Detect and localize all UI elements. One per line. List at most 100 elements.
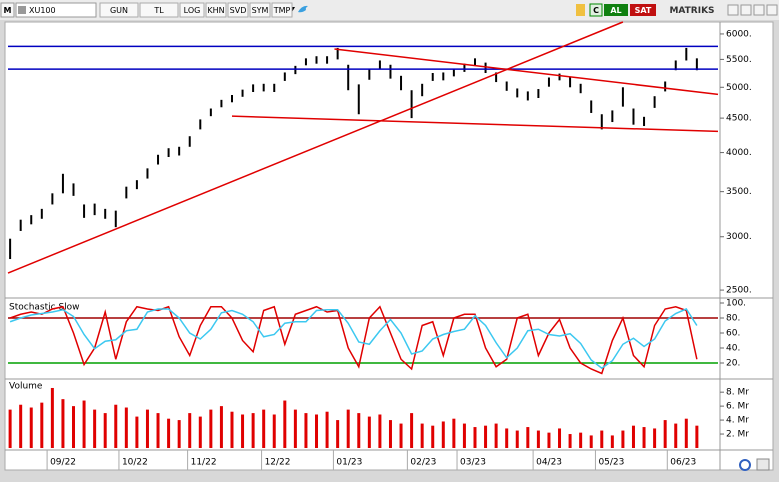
symbol-box[interactable] bbox=[15, 2, 97, 18]
y-tick-label: 5000. bbox=[726, 83, 752, 93]
y-tick-label: 80. bbox=[726, 314, 740, 324]
volume-bar bbox=[219, 406, 223, 448]
volume-bar bbox=[336, 420, 340, 448]
minimize-button[interactable] bbox=[727, 4, 739, 16]
toolbar-button[interactable] bbox=[205, 2, 227, 18]
volume-bar bbox=[72, 406, 76, 448]
toolbar-button-label: SYM bbox=[252, 6, 269, 15]
y-tick-label: 4. Mr bbox=[726, 416, 749, 426]
volume-bar bbox=[293, 409, 297, 448]
volume-bar bbox=[209, 409, 213, 448]
volume-bar bbox=[684, 418, 688, 448]
x-tick-label: 01/23 bbox=[336, 458, 362, 468]
volume-bar bbox=[494, 423, 498, 448]
volume-bar bbox=[241, 414, 245, 448]
volume-bar bbox=[8, 409, 12, 448]
volume-bar bbox=[589, 435, 593, 448]
refresh-icon[interactable] bbox=[739, 459, 751, 471]
y-tick-label: 8. Mr bbox=[726, 388, 749, 398]
volume-bar bbox=[50, 387, 54, 448]
volume-bar bbox=[484, 425, 488, 448]
edit-icon[interactable] bbox=[576, 4, 585, 16]
toolbar-button[interactable] bbox=[271, 2, 293, 18]
volume-bar bbox=[505, 428, 509, 448]
y-tick-label: 6000. bbox=[726, 29, 752, 39]
settings-icon[interactable] bbox=[756, 458, 770, 471]
volume-bar bbox=[600, 430, 604, 448]
volume-bar bbox=[378, 414, 382, 448]
panel-title: Stochastic Slow bbox=[9, 303, 80, 313]
c-button[interactable] bbox=[589, 3, 603, 17]
menu-button[interactable] bbox=[0, 2, 15, 18]
volume-bar bbox=[19, 404, 23, 448]
toolbar-button[interactable] bbox=[249, 2, 271, 18]
buy-label: AL bbox=[610, 6, 621, 15]
twitter-icon[interactable] bbox=[298, 5, 308, 13]
toolbar-button-label: TMP bbox=[273, 6, 291, 15]
toolbar-button[interactable] bbox=[99, 2, 139, 18]
volume-bar bbox=[315, 414, 319, 448]
volume-bar bbox=[547, 432, 551, 448]
volume-bar bbox=[304, 413, 308, 448]
y-tick-label: 40. bbox=[726, 344, 740, 354]
y-tick-label: 100. bbox=[726, 299, 746, 309]
buy-button[interactable] bbox=[604, 4, 628, 16]
y-tick-label: 3000. bbox=[726, 232, 752, 242]
toolbar-button[interactable] bbox=[179, 2, 205, 18]
stochastic-line bbox=[9, 308, 698, 370]
volume-bar bbox=[515, 430, 519, 448]
trend-line bbox=[334, 48, 719, 96]
y-tick-label: 3500. bbox=[726, 187, 752, 197]
volume-bar bbox=[114, 404, 118, 448]
toolbar-button-label: LOG bbox=[184, 6, 201, 15]
x-tick-label: 09/22 bbox=[50, 458, 76, 468]
toolbar-button-label: KHN bbox=[207, 6, 224, 15]
volume-bar bbox=[367, 416, 371, 448]
close-button[interactable] bbox=[766, 4, 778, 16]
volume-bar bbox=[410, 413, 414, 448]
toolbar-button[interactable] bbox=[139, 2, 179, 18]
brand: MATRIKS bbox=[669, 6, 714, 16]
volume-bar bbox=[431, 425, 435, 448]
volume-bar bbox=[558, 428, 562, 448]
volume-bar bbox=[642, 427, 646, 448]
volume-bar bbox=[610, 435, 614, 448]
volume-bar bbox=[124, 407, 128, 448]
toolbar-button-label: SVD bbox=[230, 6, 247, 15]
restore-button[interactable] bbox=[753, 4, 765, 16]
y-tick-label: 60. bbox=[726, 329, 740, 339]
volume-bar bbox=[177, 420, 181, 448]
maximize-button[interactable] bbox=[740, 4, 752, 16]
volume-bar bbox=[61, 399, 65, 448]
symbol: XU100 bbox=[29, 6, 56, 15]
volume-bar bbox=[441, 421, 445, 448]
x-tick-label: 02/23 bbox=[410, 458, 436, 468]
y-tick-label: 4000. bbox=[726, 148, 752, 158]
volume-bar bbox=[420, 423, 424, 448]
menu-label: M bbox=[4, 6, 12, 15]
toolbar-button[interactable] bbox=[227, 2, 249, 18]
volume-bar bbox=[135, 416, 139, 448]
x-tick-label: 05/23 bbox=[598, 458, 624, 468]
sell-button[interactable] bbox=[630, 4, 656, 16]
volume-bar bbox=[29, 407, 33, 448]
symbol-icon bbox=[18, 6, 26, 14]
volume-bar bbox=[674, 423, 678, 448]
y-tick-label: 4500. bbox=[726, 114, 752, 124]
y-tick-label: 5500. bbox=[726, 55, 752, 65]
volume-bar bbox=[251, 413, 255, 448]
y-tick-label: 6. Mr bbox=[726, 402, 749, 412]
toolbar-button-label: GUN bbox=[110, 6, 128, 15]
volume-bar bbox=[262, 409, 266, 448]
volume-bar bbox=[103, 413, 107, 448]
c-label: C bbox=[593, 6, 599, 15]
volume-bar bbox=[272, 414, 276, 448]
volume-bar bbox=[695, 425, 699, 448]
trend-line bbox=[231, 115, 719, 133]
sell-label: SAT bbox=[635, 6, 652, 15]
y-tick-label: 2. Mr bbox=[726, 430, 749, 440]
volume-bar bbox=[357, 413, 361, 448]
x-tick-label: 06/23 bbox=[670, 458, 696, 468]
volume-bar bbox=[198, 416, 202, 448]
